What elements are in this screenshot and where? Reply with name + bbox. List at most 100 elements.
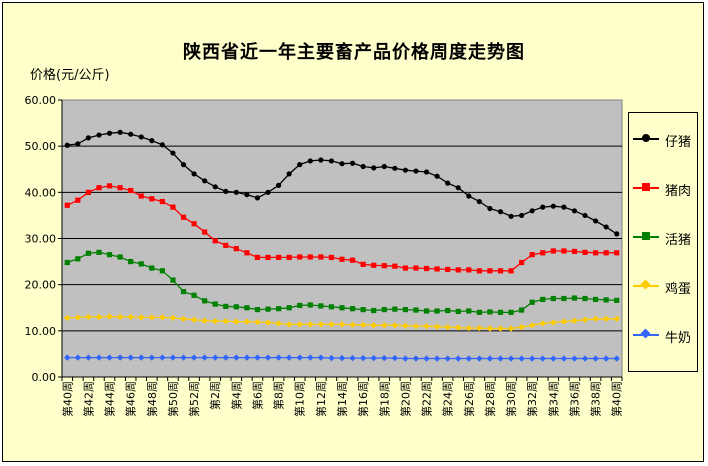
data-point [148, 314, 156, 321]
data-point [507, 325, 515, 332]
data-point [170, 150, 176, 156]
data-point [540, 204, 546, 210]
data-point [106, 252, 113, 258]
data-point [371, 307, 377, 314]
data-point [318, 303, 324, 309]
x-tick-label: 第4周 [229, 381, 243, 410]
data-point [307, 321, 314, 328]
data-point [318, 157, 324, 163]
data-point [64, 259, 70, 266]
data-point [602, 355, 610, 362]
data-point [338, 354, 346, 362]
data-point [233, 189, 239, 195]
data-point [265, 189, 271, 195]
data-point [603, 297, 609, 303]
data-point [381, 354, 388, 362]
data-point [550, 248, 556, 254]
x-tick-label: 第52周 [187, 381, 201, 417]
data-point [74, 354, 82, 361]
data-point [180, 214, 187, 220]
data-point [96, 185, 102, 191]
data-point [285, 354, 293, 361]
data-point [487, 309, 493, 315]
data-point [412, 355, 420, 362]
data-point [222, 317, 229, 325]
data-point [466, 308, 472, 314]
data-point [434, 308, 440, 314]
data-point [233, 246, 239, 252]
data-point [540, 296, 546, 303]
data-point [360, 306, 366, 313]
x-tick-label: 第36周 [567, 381, 581, 417]
data-point [455, 267, 461, 273]
data-point [223, 188, 229, 195]
data-point [254, 354, 261, 361]
data-point [392, 165, 398, 171]
data-point [445, 307, 451, 314]
data-point [391, 322, 399, 329]
data-point [212, 238, 218, 244]
data-point [582, 295, 588, 302]
data-point [96, 132, 102, 138]
data-point [423, 308, 430, 314]
data-point [138, 354, 145, 361]
data-point [529, 252, 535, 258]
data-point [286, 254, 292, 261]
data-point [571, 248, 578, 255]
data-point [519, 212, 525, 219]
x-tick-label: 第24周 [441, 381, 455, 417]
data-point [359, 354, 367, 362]
data-point [106, 313, 113, 320]
data-point [550, 319, 557, 326]
data-point [307, 302, 313, 308]
x-tick-label: 第40周 [610, 381, 624, 417]
data-point [180, 315, 187, 323]
data-point [497, 209, 504, 215]
legend-marker [640, 328, 651, 339]
data-point [392, 306, 398, 312]
data-point [265, 306, 271, 312]
legend-label: 牛奶 [665, 331, 692, 346]
data-point [476, 309, 482, 315]
data-point [116, 313, 124, 321]
data-point [75, 197, 81, 203]
data-point [592, 355, 599, 362]
data-point [138, 261, 144, 267]
data-point [212, 354, 219, 361]
x-tick-label: 第12周 [314, 381, 328, 417]
data-point [476, 268, 482, 274]
legend-item: 活猪 [633, 229, 697, 248]
data-point [75, 256, 81, 262]
legend-label: 鸡蛋 [665, 282, 692, 297]
data-point [307, 354, 314, 361]
x-tick-label: 第14周 [335, 381, 349, 417]
data-point [64, 202, 70, 208]
data-point [360, 261, 366, 267]
data-point [434, 173, 440, 179]
data-point [191, 171, 197, 177]
data-point [286, 305, 292, 311]
x-tick-label: 第18周 [377, 381, 391, 417]
data-point [265, 254, 271, 261]
data-point [413, 265, 419, 271]
data-point [233, 354, 240, 361]
legend-marker [640, 279, 651, 290]
y-tick-label: 60.00 [25, 94, 57, 107]
data-point [497, 309, 504, 315]
data-point [613, 355, 620, 362]
data-point [276, 182, 282, 189]
data-point [602, 315, 610, 323]
data-point [402, 355, 409, 362]
x-tick-label: 第2周 [208, 381, 222, 410]
data-point [497, 355, 504, 362]
data-point [402, 167, 408, 173]
data-point [528, 355, 536, 362]
data-point [486, 355, 494, 362]
data-point [244, 305, 250, 311]
data-point [276, 306, 282, 312]
legend-item: 猪肉 [633, 180, 697, 199]
data-point [370, 322, 377, 329]
data-point [349, 160, 356, 166]
data-point [519, 307, 525, 313]
